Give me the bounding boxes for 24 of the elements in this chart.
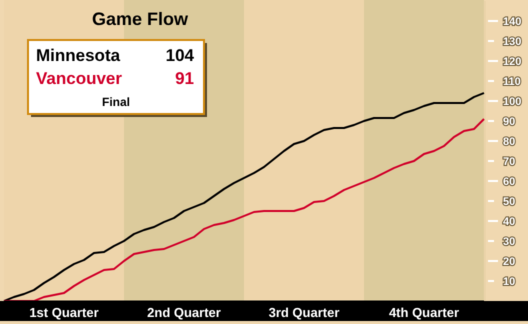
- annotation: 104: [166, 46, 195, 65]
- y-tick-label: 50: [503, 196, 516, 208]
- y-tick-label: 80: [503, 136, 516, 148]
- y-tick-label: 100: [503, 96, 522, 108]
- x-tick-label: 1st Quarter: [29, 305, 99, 320]
- y-tick-label: 30: [503, 236, 516, 248]
- x-tick-label: 4th Quarter: [388, 305, 460, 320]
- y-tick-label: 130: [503, 36, 522, 48]
- text: Minnesota: [36, 46, 121, 65]
- y-tick-label: 10: [503, 276, 516, 288]
- x-tick-label: 2nd Quarter: [147, 305, 221, 320]
- y-tick-label: 90: [503, 116, 516, 128]
- y-tick-label: 20: [503, 256, 516, 268]
- y-tick-label: 120: [503, 56, 522, 68]
- x-tick-label: 3rd Quarter: [268, 305, 340, 320]
- y-tick-label: 140: [503, 16, 522, 28]
- y-tick-label: 60: [503, 176, 516, 188]
- annotation: 91: [175, 69, 194, 88]
- y-tick-label: 110: [503, 76, 521, 88]
- chart-title: Game Flow: [92, 9, 190, 29]
- text: Vancouver: [36, 69, 122, 88]
- y-tick-label: 70: [503, 156, 516, 168]
- y-tick-label: 40: [503, 216, 516, 228]
- annotation: Final: [102, 95, 130, 109]
